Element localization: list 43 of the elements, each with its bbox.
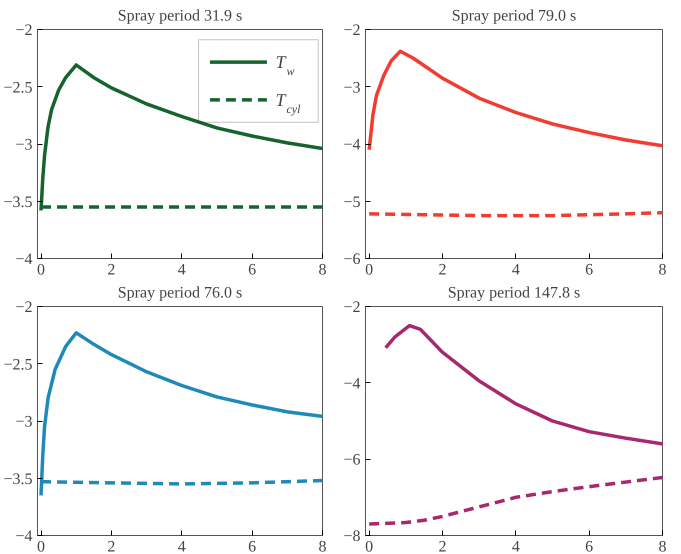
y-tick-label: −4 (343, 136, 361, 154)
chart-title: Spray period 76.0 s (118, 284, 242, 302)
x-tick-label: 4 (178, 538, 186, 554)
x-tick-label: 2 (107, 538, 116, 554)
x-tick-label: 4 (178, 262, 186, 278)
x-tick-label: 8 (318, 538, 326, 554)
y-tick-label: −3 (15, 414, 33, 430)
x-tick-label: 0 (37, 538, 46, 554)
y-tick-label: −2 (343, 22, 361, 39)
y-tick-label: −4 (343, 375, 361, 392)
x-tick-label: 6 (248, 538, 256, 554)
y-tick-label: −8 (343, 528, 361, 545)
x-tick-label: 0 (365, 538, 374, 554)
y-tick-label: −2.5 (3, 79, 33, 96)
chart-title: Spray period 31.9 s (118, 8, 242, 24)
y-tick-label: −3 (343, 79, 361, 96)
x-tick-label: 0 (365, 262, 374, 278)
y-tick-label: −3 (15, 136, 33, 154)
x-tick-label: 4 (512, 538, 520, 554)
x-tick-label: 2 (438, 538, 446, 554)
y-tick-label: −2 (343, 299, 361, 316)
x-tick-label: 8 (658, 538, 666, 554)
x-tick-label: 8 (658, 262, 666, 278)
chart-title: Spray period 79.0 s (452, 8, 576, 24)
chart-title: Spray period 147.8 s (448, 284, 580, 302)
y-tick-label: −4 (15, 528, 33, 545)
x-tick-label: 2 (107, 262, 116, 278)
y-tick-label: −4 (15, 251, 33, 268)
y-tick-label: −2 (15, 22, 33, 39)
x-tick-label: 6 (585, 538, 594, 554)
x-tick-label: 2 (438, 262, 446, 278)
y-tick-label: −3.5 (3, 470, 33, 488)
y-tick-label: −5 (343, 194, 361, 211)
y-tick-label: −2.5 (3, 356, 33, 374)
y-tick-label: −6 (343, 452, 361, 469)
x-tick-label: 4 (512, 262, 520, 278)
y-tick-label: −3.5 (3, 194, 33, 211)
y-tick-label: −6 (343, 251, 361, 268)
x-tick-label: 8 (318, 262, 326, 278)
x-tick-label: 0 (37, 262, 46, 278)
x-tick-label: 6 (585, 262, 594, 278)
x-tick-label: 6 (248, 262, 256, 278)
y-tick-label: −2 (15, 299, 33, 316)
